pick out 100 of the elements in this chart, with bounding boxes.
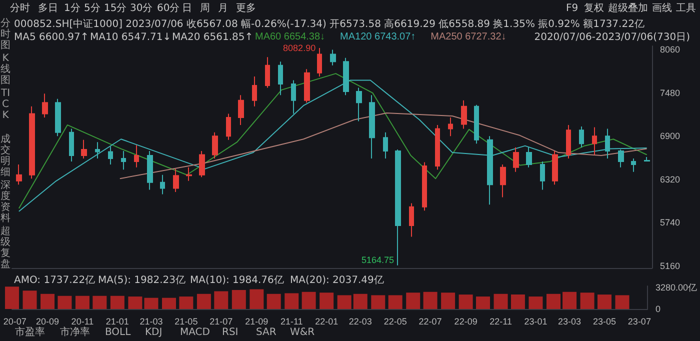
candlestick bbox=[199, 150, 205, 178]
candlestick bbox=[631, 158, 636, 172]
text: 复权 bbox=[584, 3, 604, 15]
text: MA10 6547.71↓ bbox=[90, 32, 172, 44]
bar bbox=[162, 298, 176, 309]
bar bbox=[250, 289, 264, 309]
x-tick-label: 21-01 bbox=[106, 316, 129, 326]
bar bbox=[179, 296, 194, 309]
x-tick-label: 22-03 bbox=[348, 316, 372, 326]
bar bbox=[458, 294, 473, 309]
bar bbox=[266, 294, 281, 309]
text: 多日 bbox=[38, 3, 58, 15]
bar bbox=[546, 294, 560, 309]
candlestick bbox=[226, 113, 231, 140]
text: 60分 bbox=[157, 3, 180, 15]
y-tick-label: 0 bbox=[655, 304, 660, 314]
candlestick bbox=[81, 139, 87, 159]
candlestick bbox=[409, 202, 414, 238]
x-tick-label: 21-09 bbox=[245, 316, 268, 326]
x-tick-label: 21-07 bbox=[210, 316, 233, 326]
candlestick bbox=[108, 146, 113, 165]
bar bbox=[302, 292, 316, 309]
bar bbox=[597, 294, 612, 309]
bar bbox=[510, 294, 525, 309]
text: MA60 6654.38↓ bbox=[255, 32, 326, 42]
bar bbox=[337, 295, 352, 309]
bar bbox=[58, 296, 72, 309]
annotation: AMO: 1737.22亿 bbox=[14, 275, 96, 287]
y-tick-label: 6900 bbox=[660, 131, 680, 142]
candlestick bbox=[540, 160, 545, 190]
candlestick bbox=[422, 162, 427, 212]
x-tick-label: 20-07 bbox=[3, 316, 26, 326]
candlestick bbox=[29, 106, 35, 180]
x-tick-label: 23-07 bbox=[628, 316, 651, 326]
bar bbox=[388, 295, 402, 309]
text: 5分 bbox=[84, 3, 100, 15]
text: 分时 bbox=[10, 3, 30, 15]
candlestick bbox=[605, 128, 610, 159]
text: MA20 6561.85↑ bbox=[172, 32, 254, 44]
y-tick-label: 8060 bbox=[660, 44, 680, 55]
annotation: MA(10): 1984.76亿 bbox=[190, 275, 284, 287]
bar bbox=[232, 290, 246, 309]
candlestick bbox=[238, 94, 244, 126]
text: 2020/07/06-2023/07/06(730日) bbox=[534, 32, 690, 44]
candlestick bbox=[552, 150, 558, 186]
text: SAR bbox=[256, 327, 276, 339]
bar bbox=[40, 294, 55, 309]
bar bbox=[441, 292, 456, 309]
bar bbox=[22, 290, 37, 309]
bar bbox=[92, 296, 107, 309]
bar bbox=[353, 294, 368, 309]
candlestick bbox=[383, 132, 388, 159]
x-tick-label: 20-09 bbox=[36, 316, 60, 326]
text: 30分 bbox=[130, 3, 153, 15]
text: KDJ bbox=[145, 327, 162, 339]
text: 画线 bbox=[652, 3, 672, 15]
candlestick bbox=[513, 146, 519, 172]
bar bbox=[406, 292, 420, 309]
candlestick bbox=[265, 56, 270, 88]
candlestick bbox=[173, 168, 179, 193]
candlestick bbox=[448, 117, 453, 137]
x-tick-label: 23-01 bbox=[524, 316, 548, 326]
line-series bbox=[119, 112, 648, 180]
text: MA120 6743.07↑ bbox=[340, 32, 416, 42]
candlestick bbox=[330, 49, 336, 66]
text: 超级叠加 bbox=[608, 3, 648, 15]
text: TICK bbox=[0, 88, 11, 121]
bar bbox=[144, 298, 158, 309]
text: 1分 bbox=[64, 3, 80, 15]
candlestick bbox=[147, 150, 153, 190]
bar bbox=[110, 296, 124, 309]
text: 000852.SH[中证1000] 2023/07/06 收6567.08 幅-0.26%(-17.34) 开6573.58 高6619.29 低6558.89 换1.35% 振0.92% 额1737.22亿 bbox=[14, 19, 644, 31]
candlestick bbox=[487, 136, 493, 206]
text: 工具 bbox=[676, 3, 696, 15]
x-tick-label: 21-05 bbox=[174, 316, 198, 326]
x-tick-label: 22-01 bbox=[315, 316, 338, 326]
text: MA250 6727.32↓ bbox=[430, 32, 506, 42]
y-tick-label: 3280.00亿 bbox=[655, 282, 698, 292]
annotation: 5164.75 bbox=[362, 254, 394, 265]
candlestick bbox=[618, 149, 624, 168]
bar bbox=[580, 292, 594, 309]
bar bbox=[371, 295, 386, 309]
candlestick bbox=[644, 156, 650, 162]
x-tick-label: 21-03 bbox=[140, 316, 163, 326]
y-tick-label: 5160 bbox=[660, 260, 680, 271]
x-tick-label: 23-05 bbox=[592, 316, 616, 326]
text: 更多 bbox=[236, 3, 256, 15]
bar bbox=[320, 292, 334, 309]
bar bbox=[423, 292, 438, 309]
annotation: MA(20): 2037.49亿 bbox=[290, 275, 384, 287]
y-tick-label: 5740 bbox=[660, 218, 680, 228]
candlestick bbox=[55, 98, 61, 137]
candlestick bbox=[356, 87, 362, 122]
candlestick bbox=[42, 93, 48, 118]
candlestick bbox=[317, 48, 322, 78]
text: 超级复盘 bbox=[0, 226, 11, 270]
text: 周 bbox=[200, 3, 210, 15]
text: MA5 6600.97↑ bbox=[14, 32, 89, 44]
candlestick bbox=[526, 146, 532, 168]
candlestick bbox=[186, 166, 192, 182]
